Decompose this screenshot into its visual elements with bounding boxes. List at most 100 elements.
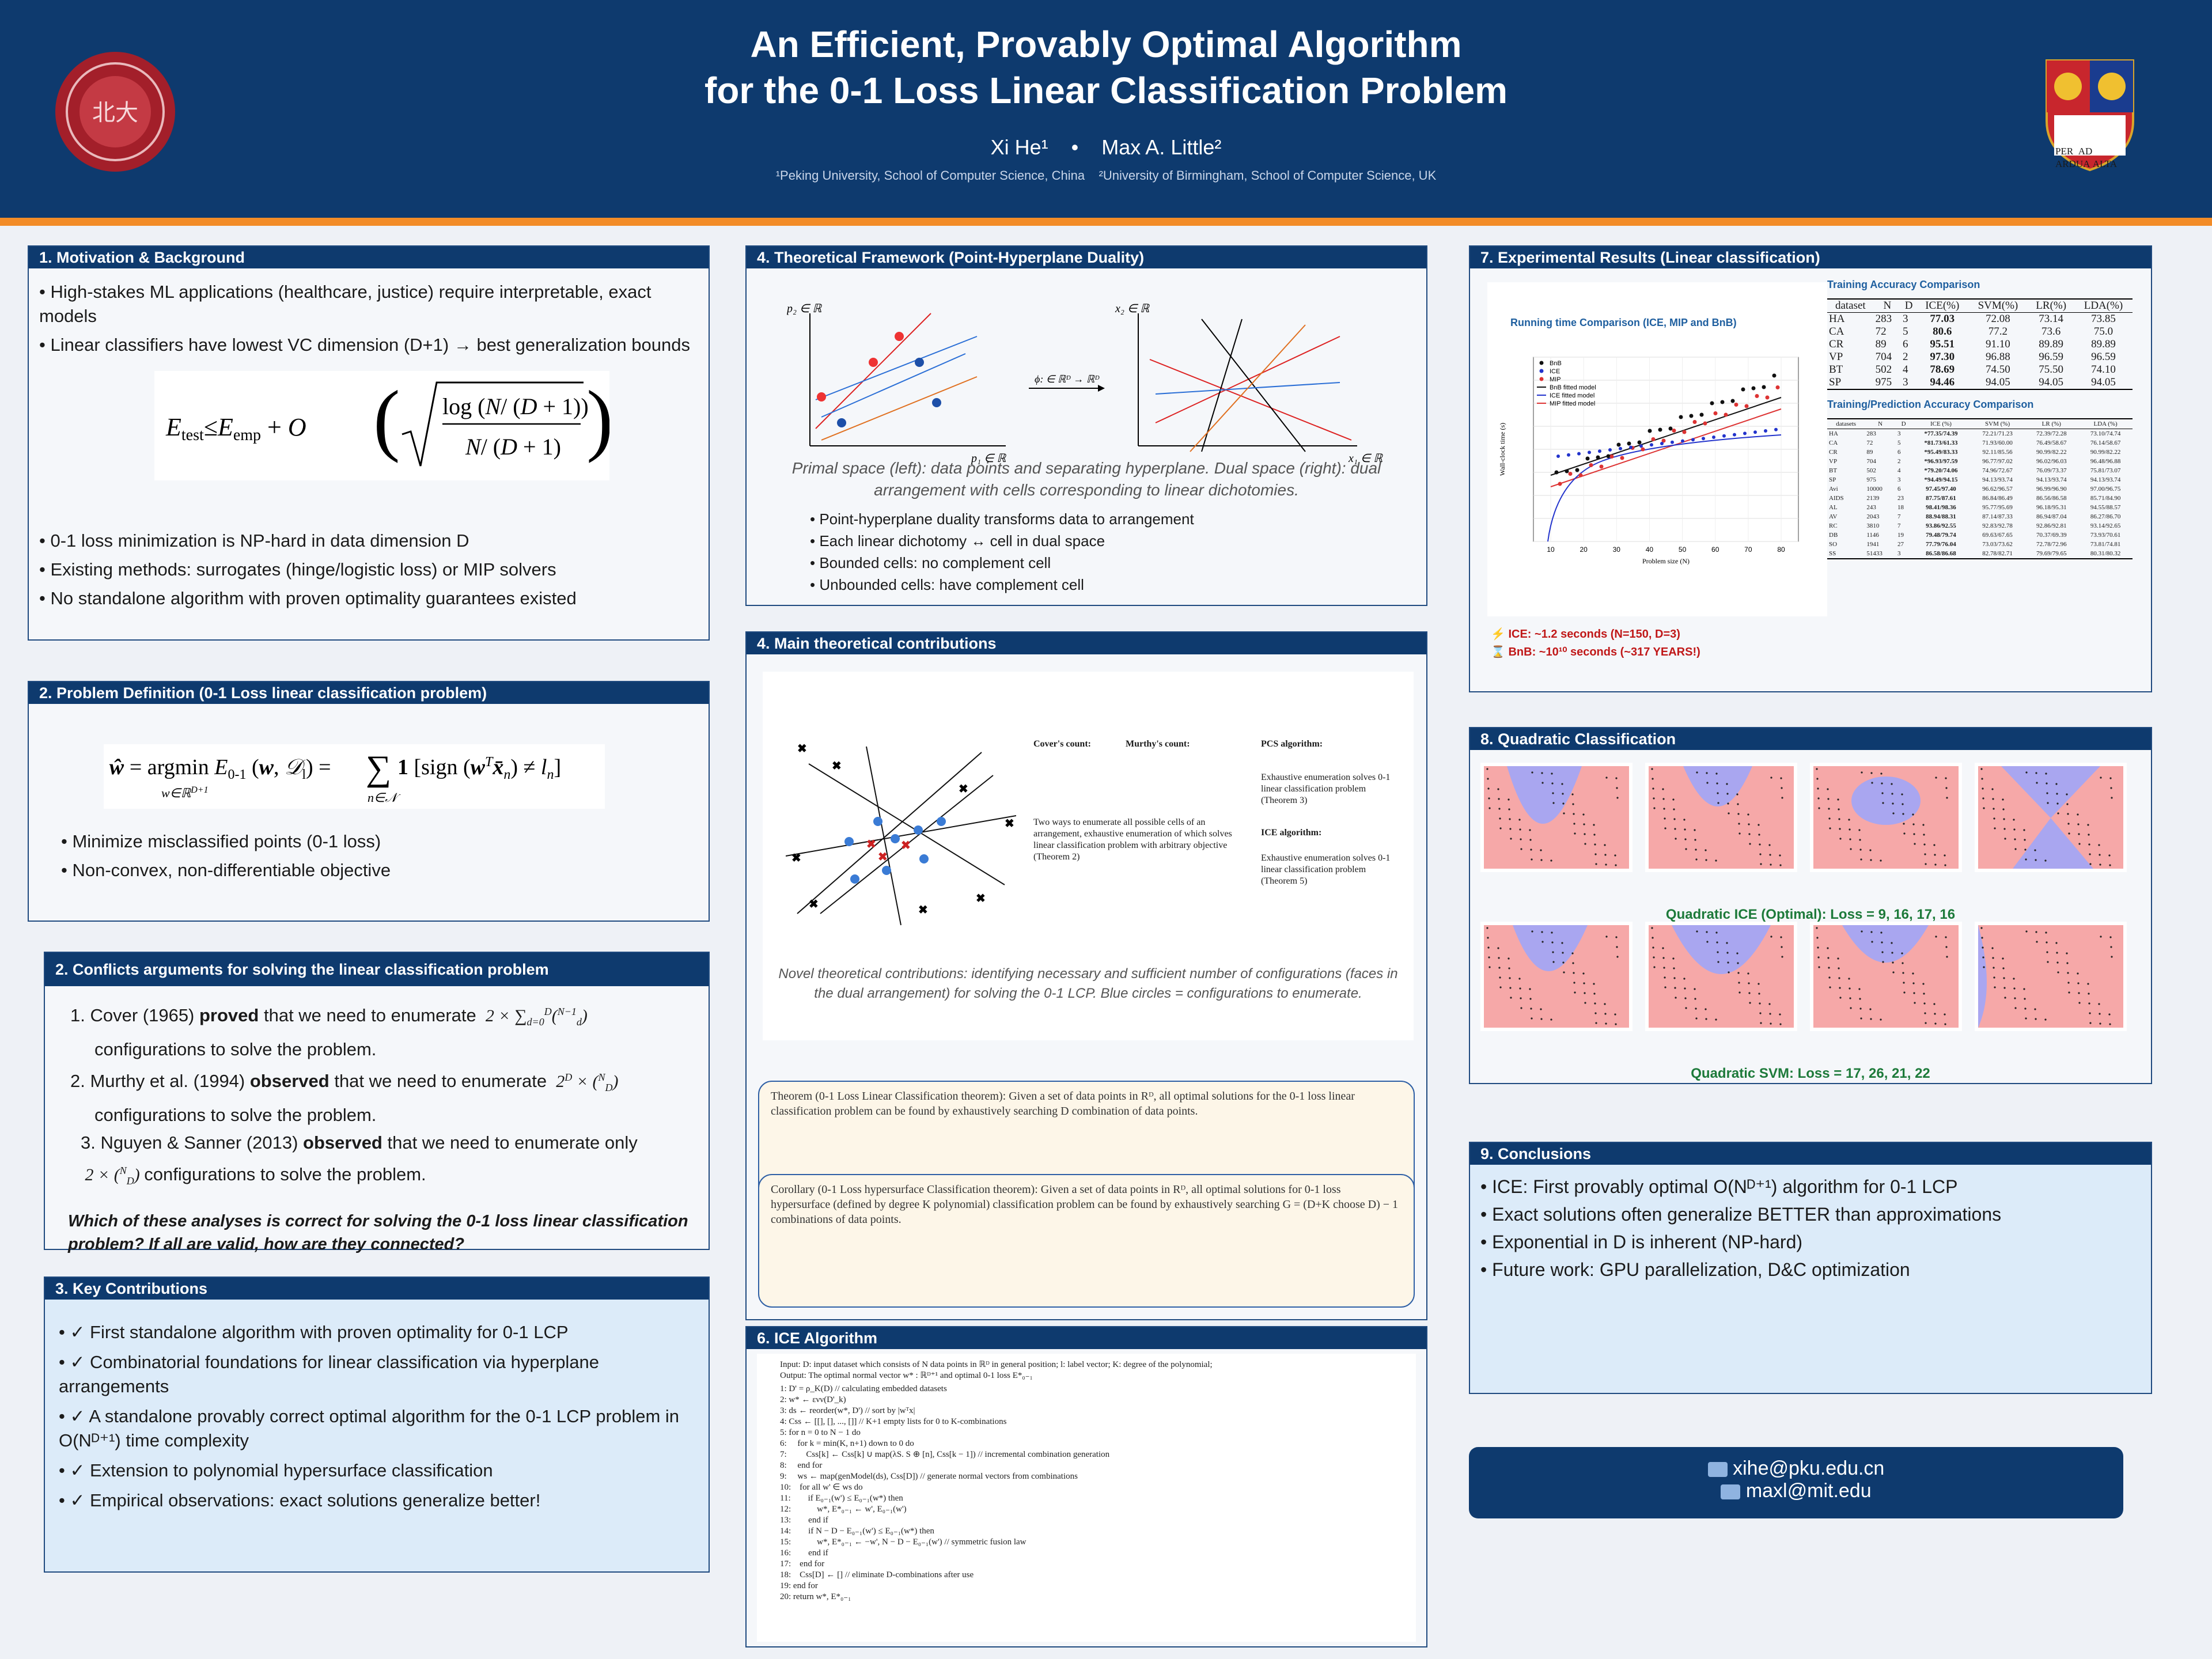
table-cell: 77.79/76.04 (1926, 541, 1956, 548)
poster-header: 北大 An Efficient, Provably Optimal Algori… (0, 0, 2212, 218)
data-point (1715, 1018, 1717, 1021)
email-address-2[interactable]: maxl@mit.edu (1745, 1480, 1872, 1502)
table-cell: 70.37/69.39 (2036, 532, 2067, 539)
data-point (1705, 1018, 1707, 1020)
data-point (2087, 824, 2089, 826)
data-point (2056, 961, 2059, 964)
email-address-1[interactable]: xihe@pku.edu.cn (1733, 1457, 1885, 1479)
data-point (1748, 833, 1751, 835)
data-point (1781, 797, 1783, 799)
table-cell: 86.84/86.49 (1982, 495, 2013, 502)
section-key-contributions: 3. Key Contributions • ✓ First standalon… (44, 1277, 710, 1573)
table-cell: 77.03 (1930, 313, 1955, 325)
quadratic-decision-plot (1975, 922, 2127, 1031)
table-cell: 90.99/82.22 (2090, 449, 2121, 456)
data-point (2088, 834, 2090, 836)
svg-text:(: ( (373, 374, 400, 464)
table-cell: 73.6 (2041, 325, 2061, 338)
data-point (1839, 987, 1841, 989)
data-point (1573, 972, 1575, 974)
table-cell: 7 (1897, 513, 1901, 520)
data-point (2067, 823, 2070, 825)
table-cell: 73.81/74.81 (2090, 541, 2121, 548)
data-point (1880, 1018, 1882, 1021)
table-cell: 97.00/96.75 (2090, 486, 2121, 493)
table-cell: VP (1829, 458, 1838, 465)
bnb-point (1637, 440, 1642, 445)
data-point (2024, 839, 2026, 841)
data-point (1758, 983, 1760, 985)
data-point (1838, 967, 1840, 969)
data-point (1518, 819, 1521, 821)
bullet: • 0-1 loss minimization is NP-hard in da… (39, 531, 469, 551)
data-point (1551, 931, 1553, 934)
data-point (1652, 937, 1654, 939)
blue-decision-region (1507, 766, 1582, 824)
bnb-point (1606, 454, 1611, 459)
section-quadratic-classification: 8. Quadratic Classification Quadratic IC… (1469, 727, 2152, 1084)
data-point (1487, 946, 1490, 949)
data-point (1673, 818, 1676, 820)
ice-point (1556, 454, 1560, 458)
data-point (1738, 982, 1740, 984)
data-point (1695, 1017, 1698, 1020)
data-point (1540, 1018, 1543, 1020)
data-point (2024, 849, 2027, 851)
data-point (1828, 967, 1830, 969)
data-point (1582, 972, 1585, 975)
data-point (1571, 952, 1574, 955)
data-point (1695, 849, 1697, 851)
prediction-accuracy-table: datasets N D ICE (%) SVM (%) LR (%) LDA (%) HA 2… (1827, 418, 2133, 559)
data-point (2013, 819, 2015, 821)
table-cell: 74.96/72.67 (1982, 467, 2013, 474)
data-point (1684, 987, 1686, 990)
data-point (2014, 1007, 2017, 1009)
data-point (1923, 834, 1925, 836)
table-header-cell: LR(%) (2036, 300, 2067, 312)
table-cell: 75.81/73.07 (2090, 467, 2121, 474)
data-point (1673, 977, 1676, 979)
algorithm-line: 19: end for (780, 1581, 818, 1590)
table-row: VP 704 2 *96.93/97.59 96.77/97.02 96.02/96.03… (1827, 457, 2133, 466)
data-point (1769, 854, 1771, 856)
data-point (2098, 844, 2100, 846)
data-point (1934, 863, 1937, 866)
mip-point (1641, 447, 1645, 452)
argument-text: 3. Nguyen & Sanner (2013) (81, 1132, 304, 1153)
table-cell: 96.99/96.90 (2036, 486, 2067, 493)
data-point (1520, 848, 1522, 850)
email-row[interactable]: xihe@pku.edu.cn (1469, 1457, 2123, 1480)
svg-text:1 [sign (wTx̄n) ≠ ln]: 1 [sign (wTx̄n) ≠ ln] (397, 755, 561, 782)
table-cell: 704 (1866, 458, 1876, 465)
table-cell: *95.49/83.33 (1924, 449, 1958, 456)
blue-decision-region (1672, 925, 1771, 974)
data-point (1838, 818, 1840, 820)
algorithm-line: 20: return w*, E*₀₋₁ (780, 1592, 851, 1601)
ice-point (1598, 449, 1601, 453)
data-point (1584, 1002, 1586, 1004)
mip-point (1765, 395, 1770, 400)
data-point (1770, 935, 1772, 938)
table-cell: 6 (1897, 486, 1901, 493)
table-cell: 96.88 (1986, 351, 2010, 363)
data-point (2035, 931, 2037, 933)
data-point (2089, 1012, 2091, 1014)
data-point (1903, 991, 1906, 994)
data-point (1850, 848, 1852, 850)
cover-count-title: Cover's count: (1033, 739, 1091, 749)
email-row[interactable]: maxl@mit.edu (1469, 1480, 2123, 1502)
data-point (1837, 798, 1839, 801)
bnb-point (1627, 441, 1631, 446)
data-point (1552, 792, 1554, 794)
data-point (1551, 941, 1554, 944)
section-body: • High-stakes ML applications (healthcar… (39, 280, 698, 608)
table-cell: 72.21/71.23 (1982, 430, 2013, 437)
table-cell: 7 (1897, 522, 1901, 529)
runtime-notes: ⚡ ICE: ~1.2 seconds (N=150, D=3) ⌛ BnB: … (1491, 627, 1700, 659)
data-point (1594, 1012, 1597, 1014)
data-point (2044, 859, 2047, 862)
data-point (1717, 802, 1719, 804)
bnb-fitted-line (1550, 397, 1782, 476)
data-point (2044, 1018, 2047, 1021)
data-point (1881, 951, 1884, 953)
